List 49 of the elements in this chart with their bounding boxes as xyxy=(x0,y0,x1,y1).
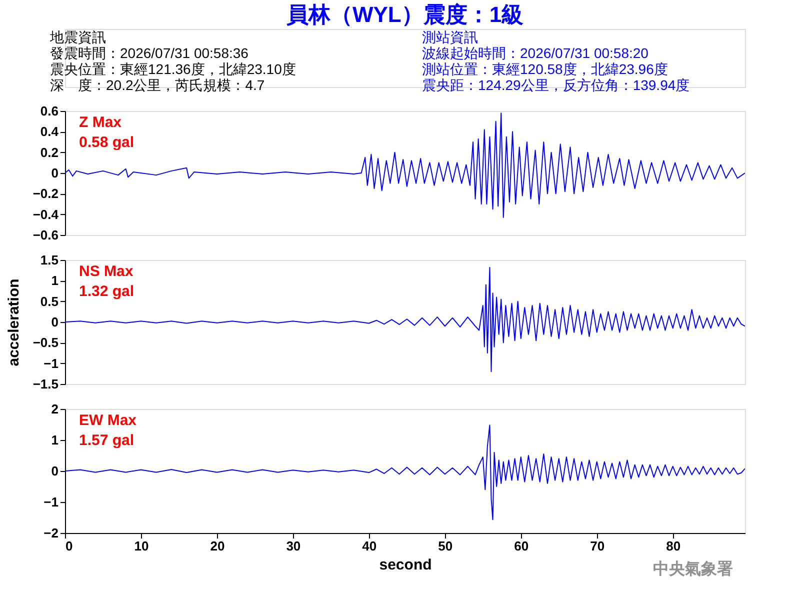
y-tick-label: −0.5 xyxy=(32,335,58,350)
text: 中央氣象署 xyxy=(653,559,733,578)
annotation: 1.57 gal xyxy=(79,432,134,449)
line-series xyxy=(65,112,745,218)
x-tick-label: 40 xyxy=(362,538,377,554)
x-tick-label: 30 xyxy=(286,538,301,554)
y-tick-label: 0.6 xyxy=(40,104,58,118)
y-tick-label: 0.2 xyxy=(40,144,58,160)
annotation: NS Max xyxy=(79,263,134,280)
text: 波線起始時間：2026/07/31 00:58:20 xyxy=(422,45,649,61)
y-tick-label: −1.5 xyxy=(32,376,58,392)
y-tick-label: −0.6 xyxy=(32,228,58,242)
y-tick-label: 1.5 xyxy=(40,252,58,268)
y-tick-label: 0.5 xyxy=(40,294,58,309)
y-tick-label: −0.2 xyxy=(32,186,58,202)
x-tick-label: 60 xyxy=(514,538,529,554)
y-tick-label: 0 xyxy=(51,166,58,180)
x-tick-label: 50 xyxy=(438,538,453,554)
x-tick-label: 70 xyxy=(590,538,605,554)
y-tick-label: 0 xyxy=(51,464,58,478)
x-tick-label: 80 xyxy=(666,538,681,554)
y-tick-label: 0.4 xyxy=(40,124,60,140)
y-tick-label: −0.4 xyxy=(32,206,60,222)
y-tick-label: 0 xyxy=(51,314,58,330)
x-tick-label: 10 xyxy=(134,538,149,554)
chart-title: 員林（WYL）震度：1級 xyxy=(285,2,524,27)
text: 震央距：124.29公里，反方位角：139.94度 xyxy=(422,77,690,93)
text: 測站位置：東經120.58度，北緯23.96度 xyxy=(422,61,668,77)
annotation: 0.58 gal xyxy=(79,134,134,151)
y-tick-label: 1 xyxy=(51,432,58,448)
x-tick-label: 0 xyxy=(66,538,73,554)
text: 測站資訊 xyxy=(422,29,478,45)
text: 深 度：20.2公里，芮氏規模：4.7 xyxy=(50,77,265,93)
y-tick-label: −1 xyxy=(44,494,58,510)
text: 震央位置：東經121.36度，北緯23.10度 xyxy=(50,61,296,77)
line-series xyxy=(65,424,745,520)
x-axis-title: second xyxy=(379,556,432,574)
text: 地震資訊 xyxy=(49,29,106,45)
y-tick-label: −1 xyxy=(44,356,58,371)
y-axis-title: acceleration xyxy=(6,278,22,366)
y-tick-label: −2 xyxy=(44,526,58,540)
annotation: 1.32 gal xyxy=(79,283,134,300)
line-series xyxy=(65,266,745,372)
y-tick-label: 1 xyxy=(51,273,58,288)
x-tick-label: 20 xyxy=(210,538,225,554)
text: 發震時間：2026/07/31 00:58:36 xyxy=(50,45,249,61)
y-tick-label: 2 xyxy=(51,402,58,416)
annotation: EW Max xyxy=(79,412,138,429)
annotation: Z Max xyxy=(79,114,122,131)
